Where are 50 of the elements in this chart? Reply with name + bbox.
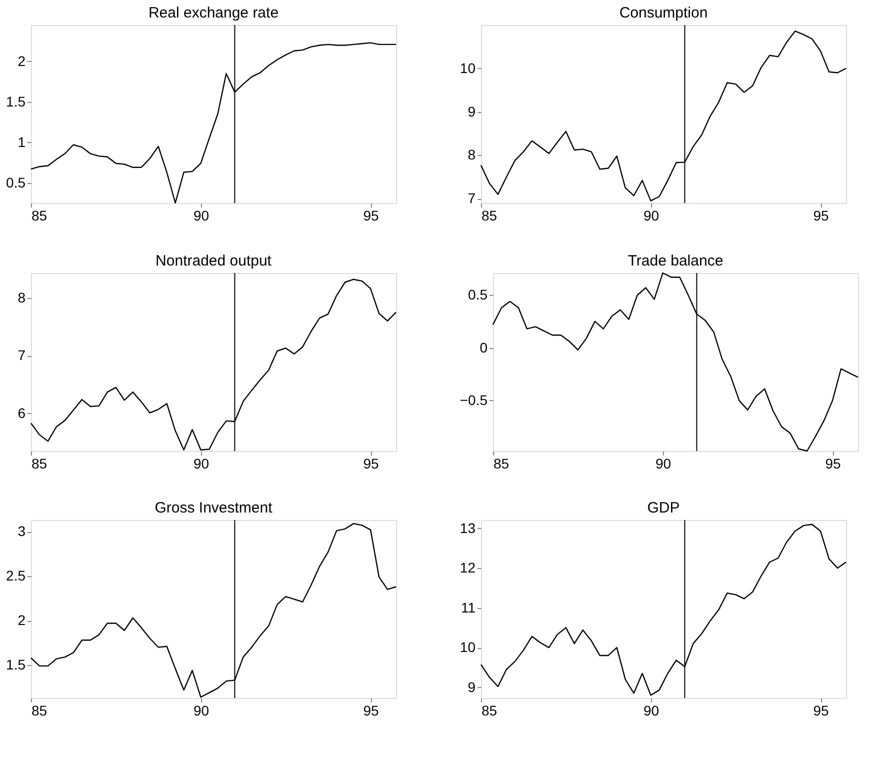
y-tick-label: 2 — [18, 612, 26, 628]
x-tick-label: 85 — [482, 702, 498, 718]
y-tick-label: 11 — [460, 599, 476, 616]
y-tick-label: 10 — [460, 639, 476, 656]
y-tick-label: −0.5 — [460, 392, 488, 408]
line-series — [480, 524, 847, 696]
chart-title: Gross Investment — [154, 500, 274, 516]
y-tick-label: 13 — [460, 520, 476, 536]
x-tick-label: 90 — [643, 208, 660, 224]
chart-title: Trade balance — [628, 252, 724, 270]
x-tick-label: 85 — [32, 208, 48, 224]
y-tick-label: 2.5 — [6, 568, 26, 584]
y-tick-label: 9 — [468, 678, 476, 695]
x-tick-label: 95 — [363, 702, 380, 718]
y-tick-label: 6 — [18, 404, 26, 421]
x-tick-label: 90 — [643, 702, 660, 718]
x-tick-label: 95 — [825, 456, 842, 472]
x-tick-label: 90 — [193, 456, 210, 472]
y-tick-label: 3 — [18, 523, 26, 540]
chart-title: GDP — [647, 500, 680, 516]
y-tick-label: 0 — [480, 339, 488, 356]
x-tick-label: 90 — [655, 456, 672, 472]
chart-title: Real exchange rate — [148, 4, 279, 22]
y-tick-label: 1.5 — [6, 93, 26, 110]
x-tick-label: 95 — [363, 456, 380, 472]
y-tick-label: 10 — [460, 60, 476, 76]
y-tick-label: 7 — [18, 347, 26, 364]
y-tick-label: 8 — [468, 146, 476, 163]
line-series — [30, 522, 397, 698]
x-tick-label: 85 — [32, 456, 48, 472]
y-tick-label: 1 — [18, 134, 26, 150]
x-tick-label: 90 — [193, 208, 210, 224]
chart-title: Nontraded output — [156, 252, 272, 270]
y-tick-label: 0.5 — [468, 286, 488, 303]
x-tick-label: 95 — [813, 208, 830, 224]
x-tick-label: 85 — [32, 702, 48, 718]
x-tick-label: 95 — [363, 208, 380, 224]
y-tick-label: 0.5 — [6, 174, 26, 190]
y-tick-label: 9 — [468, 103, 476, 120]
y-tick-label: 2 — [18, 52, 26, 69]
y-tick-label: 12 — [460, 560, 476, 576]
x-tick-label: 90 — [193, 702, 210, 718]
y-tick-label: 8 — [18, 289, 26, 306]
chart-title: Consumption — [619, 4, 708, 22]
x-tick-label: 85 — [494, 456, 510, 472]
line-series — [492, 272, 859, 452]
y-tick-label: 1.5 — [6, 656, 26, 673]
y-tick-label: 7 — [468, 190, 476, 206]
x-tick-label: 95 — [813, 702, 830, 718]
x-tick-label: 85 — [482, 208, 498, 224]
